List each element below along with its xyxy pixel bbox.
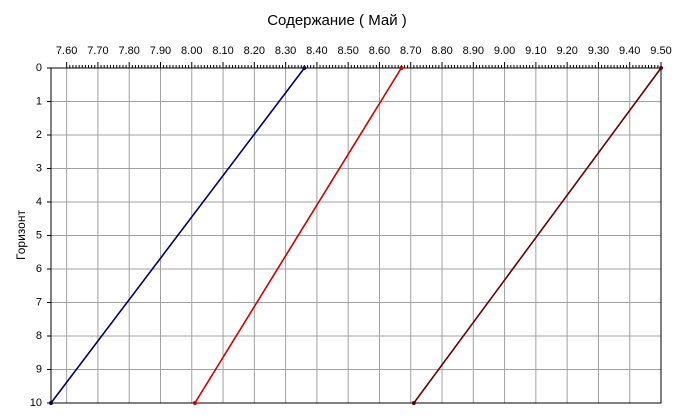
y-tick-label: 7: [36, 296, 42, 308]
x-tick-label: 8.90: [463, 45, 484, 57]
x-tick-label: 8.50: [337, 45, 358, 57]
x-tick-label: 9.50: [650, 45, 671, 57]
x-tick-label: 8.80: [431, 45, 452, 57]
y-tick-label: 6: [36, 263, 42, 275]
y-tick-label: 2: [36, 129, 42, 141]
x-tick-label: 9.00: [494, 45, 515, 57]
x-tick-label: 8.10: [212, 45, 233, 57]
x-tick-label: 9.30: [588, 45, 609, 57]
x-tick-label: 8.60: [369, 45, 390, 57]
y-tick-label: 3: [36, 162, 42, 174]
plot-frame: [50, 67, 662, 404]
y-tick-label: 8: [36, 330, 42, 342]
x-tick-label: 8.20: [244, 45, 265, 57]
point: [192, 401, 197, 405]
series-line: [194, 67, 403, 404]
x-tick-label: 9.40: [619, 45, 640, 57]
point: [659, 66, 663, 70]
y-tick-label: 4: [36, 196, 42, 208]
y-tick-label: 5: [36, 229, 42, 241]
y-tick-label: 0: [36, 62, 42, 74]
x-tick-label: 7.80: [118, 45, 139, 57]
x-tick-label: 7.60: [56, 45, 77, 57]
series-line: [50, 67, 306, 404]
x-tick-label: 9.10: [525, 45, 546, 57]
point: [399, 66, 404, 70]
point: [302, 66, 307, 70]
point: [49, 401, 53, 405]
series-line: [413, 67, 662, 404]
x-tick-label: 7.70: [87, 45, 108, 57]
y-tick-label: 10: [30, 397, 42, 409]
x-tick-label: 7.90: [150, 45, 171, 57]
chart-title: Содержание ( Май ): [267, 12, 407, 29]
y-tick-label: 9: [36, 363, 42, 375]
y-tick-label: 1: [36, 95, 42, 107]
y-axis-label: Горизонт: [14, 210, 28, 260]
x-tick-label: 9.20: [556, 45, 577, 57]
x-tick-label: 8.40: [306, 45, 327, 57]
x-tick-label: 8.70: [400, 45, 421, 57]
x-tick-label: 8.30: [275, 45, 296, 57]
x-tick-label: 8.00: [181, 45, 202, 57]
point: [411, 401, 416, 405]
